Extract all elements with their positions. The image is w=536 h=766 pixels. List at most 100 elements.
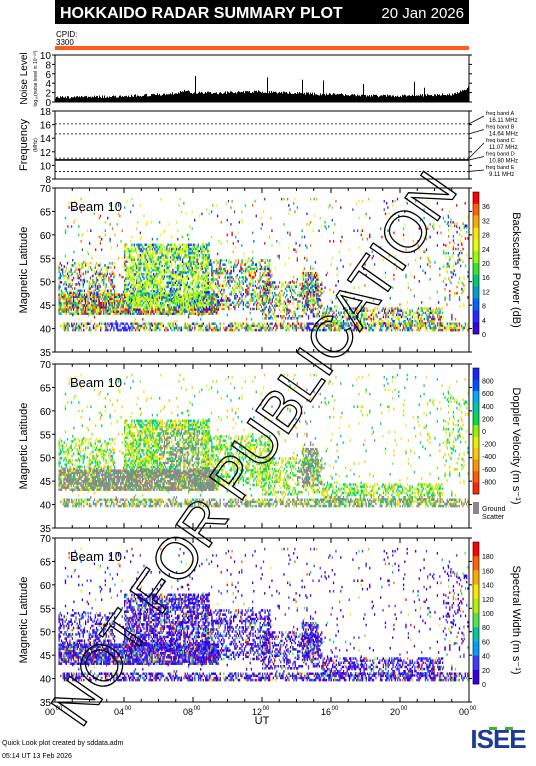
power-cell — [239, 276, 240, 279]
power-cell — [288, 327, 289, 330]
power-cell — [129, 290, 130, 293]
power-cell — [261, 287, 262, 290]
power-cell — [194, 292, 195, 295]
power-cell — [238, 285, 239, 288]
power-cell — [163, 254, 164, 257]
power-cell — [205, 289, 206, 292]
power-cell — [224, 329, 225, 332]
power-cell — [198, 271, 199, 274]
power-cell — [135, 294, 136, 297]
power-cell — [157, 298, 158, 301]
power-cell — [131, 267, 132, 270]
plot-title: HOKKAIDO RADAR SUMMARY PLOT — [60, 5, 343, 22]
power-cell — [152, 288, 153, 291]
power-cell — [260, 304, 261, 307]
power-cell — [135, 284, 136, 287]
power-cell — [301, 292, 302, 295]
power-cell — [248, 291, 249, 294]
power-cell — [147, 246, 148, 249]
y-tick-label: 50 — [40, 278, 52, 289]
power-cell — [125, 273, 126, 276]
power-cell — [170, 260, 171, 263]
power-cell — [257, 287, 258, 290]
power-cell — [268, 325, 269, 328]
power-cell — [128, 284, 129, 287]
power-cell — [157, 279, 158, 282]
power-cell — [307, 287, 308, 290]
power-cell — [256, 299, 257, 302]
power-cell — [297, 300, 298, 303]
power-cell — [176, 296, 177, 299]
power-cell — [134, 327, 135, 330]
power-cell — [187, 296, 188, 299]
cpid-bar — [55, 46, 469, 50]
power-cell — [191, 329, 192, 332]
power-cell — [81, 308, 82, 311]
power-cell — [195, 298, 196, 301]
power-cell — [176, 267, 177, 270]
power-cell — [176, 325, 177, 328]
power-cell — [268, 309, 269, 312]
y-tick-label: 35 — [40, 348, 52, 359]
power-cell — [209, 254, 210, 257]
power-cell — [199, 322, 200, 325]
power-cell — [122, 322, 123, 325]
power-cell — [273, 313, 274, 316]
power-cell — [158, 263, 159, 266]
power-cell — [175, 277, 176, 280]
power-cell — [141, 325, 142, 328]
power-cell — [117, 322, 118, 325]
power-cell — [66, 308, 67, 311]
power-cell — [246, 285, 247, 288]
power-cell — [231, 280, 232, 283]
power-cell — [294, 325, 295, 328]
power-cell — [137, 275, 138, 278]
power-cell — [69, 298, 70, 301]
power-cell — [457, 329, 458, 332]
power-cell — [250, 259, 251, 262]
power-cell — [143, 302, 144, 305]
power-cell — [379, 329, 380, 332]
power-cell — [181, 248, 182, 251]
power-cell — [177, 302, 178, 305]
power-cell — [269, 263, 270, 266]
power-cell — [116, 322, 117, 325]
power-cell — [129, 250, 130, 253]
power-cell — [240, 291, 241, 294]
power-cell — [130, 286, 131, 289]
power-cell — [298, 285, 299, 288]
power-cell — [171, 275, 172, 278]
freq-band-leader — [469, 157, 484, 160]
power-cell — [178, 265, 179, 268]
power-cell — [274, 292, 275, 295]
power-cell — [196, 312, 197, 315]
power-cell — [313, 272, 314, 275]
power-cell — [153, 265, 154, 268]
freq-band-value: 10.80 MHz — [489, 159, 518, 165]
power-cell — [426, 327, 427, 330]
power-cell — [275, 285, 276, 288]
power-cell — [204, 297, 205, 300]
power-cell — [217, 293, 218, 296]
power-cell — [58, 277, 59, 280]
power-cell — [72, 287, 73, 290]
power-cell — [293, 311, 294, 314]
power-cell — [103, 289, 104, 292]
power-cell — [223, 304, 224, 307]
power-cell — [193, 322, 194, 325]
power-cell — [75, 262, 76, 265]
power-cell — [82, 322, 83, 325]
freq-band-label: freq band A — [486, 111, 514, 117]
power-cell — [97, 285, 98, 288]
power-cell — [202, 287, 203, 290]
power-cell — [68, 293, 69, 296]
power-cell — [287, 327, 288, 330]
power-cell — [231, 270, 232, 273]
power-cell — [205, 268, 206, 271]
power-cell — [192, 327, 193, 330]
freq-band-value: 16.11 MHz — [489, 118, 518, 124]
power-cell — [106, 266, 107, 269]
power-cell — [126, 256, 127, 259]
power-cell — [321, 288, 322, 291]
power-cell — [84, 289, 85, 292]
